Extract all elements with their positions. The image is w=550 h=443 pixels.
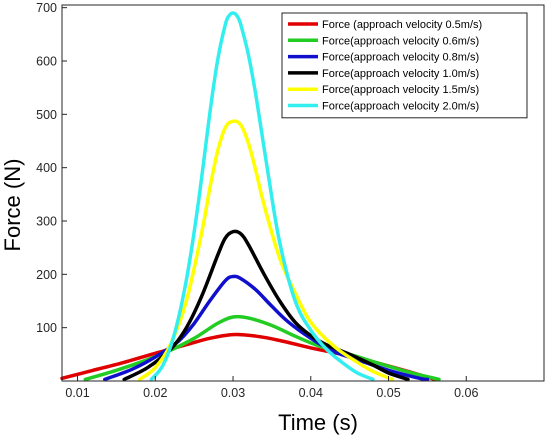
x-axis-ticks: 0.01 0.02 0.03 0.04 0.05 0.06 bbox=[65, 376, 478, 400]
y-tick-label: 300 bbox=[36, 215, 57, 229]
y-tick-label: 500 bbox=[36, 108, 57, 122]
series-line-4 bbox=[122, 229, 410, 382]
y-tick-label: 400 bbox=[36, 161, 57, 175]
legend-entry: Force (approach velocity 0.5m/s) bbox=[322, 19, 482, 31]
legend-entry: Force(approach velocity 0.6m/s) bbox=[322, 35, 479, 47]
x-tick-label: 0.05 bbox=[376, 386, 400, 400]
y-axis-label: Force (N) bbox=[0, 159, 25, 252]
legend-box bbox=[281, 12, 528, 119]
legend-entry: Force(approach velocity 2.0m/s) bbox=[322, 101, 479, 113]
y-tick-label: 600 bbox=[36, 55, 57, 69]
x-tick-label: 0.01 bbox=[65, 386, 89, 400]
x-tick-label: 0.03 bbox=[221, 386, 245, 400]
y-tick-label: 700 bbox=[36, 1, 57, 15]
y-axis-ticks: 100 200 300 400 500 600 700 bbox=[36, 1, 67, 335]
x-tick-label: 0.02 bbox=[143, 386, 167, 400]
series-line-6 bbox=[149, 11, 375, 382]
legend: Force (approach velocity 0.5m/s) Force(ap… bbox=[281, 12, 528, 119]
series-line-5 bbox=[137, 119, 395, 382]
legend-entry: Force(approach velocity 1.5m/s) bbox=[322, 84, 479, 96]
y-tick-label: 200 bbox=[36, 268, 57, 282]
x-axis-label: Time (s) bbox=[278, 410, 358, 435]
x-tick-label: 0.06 bbox=[454, 386, 478, 400]
legend-entry: Force(approach velocity 1.0m/s) bbox=[322, 68, 479, 80]
legend-entry: Force(approach velocity 0.8m/s) bbox=[322, 52, 479, 64]
plot-area-frame bbox=[61, 4, 545, 382]
x-tick-label: 0.04 bbox=[299, 386, 323, 400]
series-layer bbox=[60, 11, 441, 382]
y-tick-label: 100 bbox=[36, 321, 57, 335]
